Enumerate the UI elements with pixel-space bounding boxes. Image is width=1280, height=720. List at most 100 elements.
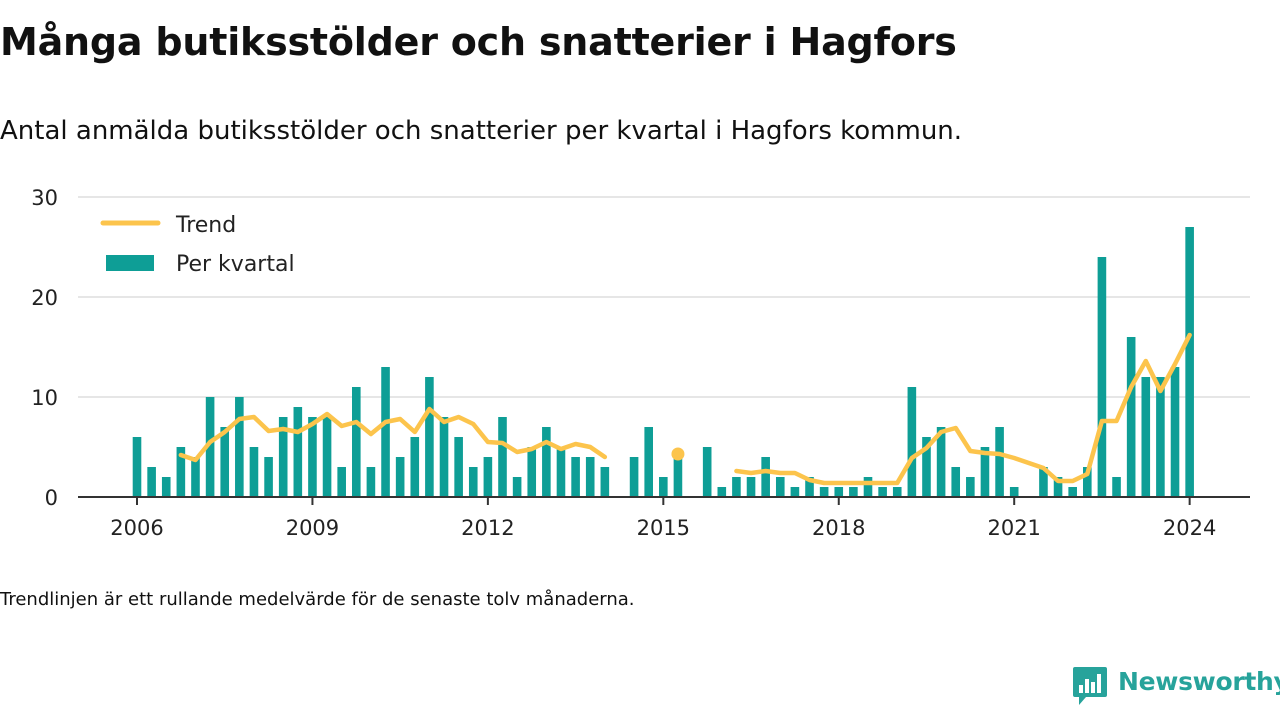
bar xyxy=(176,447,186,497)
bar xyxy=(1112,477,1121,497)
bar xyxy=(644,427,653,497)
bar xyxy=(980,447,990,497)
bar xyxy=(556,447,566,497)
bar xyxy=(892,487,902,497)
bar xyxy=(717,487,727,497)
y-axis: 0 10 20 30 xyxy=(31,186,58,510)
bar xyxy=(527,447,537,497)
bar xyxy=(1185,227,1194,497)
bar xyxy=(966,477,975,497)
bar xyxy=(790,487,800,497)
bar xyxy=(235,397,244,497)
bar xyxy=(746,477,756,497)
bar xyxy=(922,437,931,497)
y-tick-label: 20 xyxy=(31,286,58,310)
x-tick-label: 2012 xyxy=(461,516,514,540)
bar xyxy=(454,437,463,497)
bar xyxy=(410,437,420,497)
bar xyxy=(1170,367,1180,497)
grid-lines xyxy=(78,196,1250,398)
bar xyxy=(659,477,668,497)
bar xyxy=(600,467,610,497)
x-tick-label: 2006 xyxy=(110,516,163,540)
bar xyxy=(366,467,376,497)
bar xyxy=(264,457,273,497)
bar xyxy=(381,367,390,497)
trend-point xyxy=(671,447,685,461)
bar xyxy=(498,417,507,497)
chart-title: Många butiksstölder och snatterier i Hag… xyxy=(0,20,957,64)
bar xyxy=(322,417,332,497)
bar xyxy=(425,377,434,497)
bar xyxy=(629,457,639,497)
bar xyxy=(205,397,215,497)
bar xyxy=(1039,467,1048,497)
trend-line-segment xyxy=(178,406,608,463)
x-axis: 2006 2009 2012 2015 2018 2021 2024 xyxy=(110,497,1216,540)
bar xyxy=(673,457,683,497)
bar xyxy=(249,447,259,497)
bar xyxy=(1009,487,1019,497)
bar xyxy=(191,457,200,497)
bar xyxy=(1083,467,1092,497)
bar xyxy=(819,487,829,497)
bar xyxy=(147,467,156,497)
bar xyxy=(468,467,478,497)
bar xyxy=(161,477,171,497)
y-tick-label: 30 xyxy=(31,186,58,210)
line-series-trend xyxy=(178,332,1192,486)
bar xyxy=(132,437,142,497)
bar xyxy=(483,457,493,497)
brand-name: Newsworthy xyxy=(1118,667,1280,696)
x-tick-label: 2024 xyxy=(1163,516,1216,540)
bar xyxy=(1141,377,1151,497)
bar xyxy=(1097,257,1107,497)
bar xyxy=(293,407,303,497)
x-tick-label: 2021 xyxy=(987,516,1040,540)
bar xyxy=(439,417,449,497)
bar xyxy=(1156,377,1165,497)
x-tick-label: 2015 xyxy=(637,516,690,540)
bar xyxy=(1126,337,1136,497)
bar-series-per-kvartal xyxy=(132,227,1194,497)
bar xyxy=(878,487,887,497)
bar xyxy=(571,457,580,497)
footnote: Trendlinjen är ett rullande medelvärde f… xyxy=(0,589,635,610)
legend-label-trend: Trend xyxy=(175,213,236,238)
bar-line-chart: 0 10 20 30 2006 2009 2012 2015 2018 2021 2024 Tre… xyxy=(31,186,1250,540)
legend-label-per-kvartal: Per kvartal xyxy=(176,252,295,277)
bar xyxy=(936,427,946,497)
bar xyxy=(337,467,346,497)
bar xyxy=(1053,477,1063,497)
chart-subtitle: Antal anmälda butiksstölder och snatteri… xyxy=(0,116,963,146)
bar xyxy=(761,457,770,497)
bar xyxy=(702,447,712,497)
bar xyxy=(220,427,230,497)
legend: Trend Per kvartal xyxy=(100,213,295,277)
bar xyxy=(512,477,522,497)
bar xyxy=(308,417,317,497)
bar xyxy=(863,477,873,497)
bar xyxy=(732,477,741,497)
brand-logo[interactable]: Newsworthy xyxy=(1072,665,1280,709)
bar xyxy=(951,467,961,497)
legend-swatch-per-kvartal xyxy=(106,255,154,271)
bar xyxy=(849,487,858,497)
bar xyxy=(834,487,844,497)
trend-line-segment xyxy=(734,332,1192,486)
y-tick-label: 10 xyxy=(31,386,58,410)
bar xyxy=(395,457,405,497)
bar xyxy=(1068,487,1077,497)
bar xyxy=(352,387,361,497)
y-tick-label: 0 xyxy=(45,486,58,510)
bar-chart-speech-bubble-icon xyxy=(1073,667,1107,705)
x-tick-label: 2018 xyxy=(812,516,865,540)
bar xyxy=(907,387,917,497)
bar xyxy=(775,477,785,497)
x-tick-label: 2009 xyxy=(286,516,339,540)
bar xyxy=(995,427,1004,497)
bar xyxy=(542,427,551,497)
bar xyxy=(585,457,595,497)
bar xyxy=(278,417,288,497)
bar xyxy=(805,477,814,497)
